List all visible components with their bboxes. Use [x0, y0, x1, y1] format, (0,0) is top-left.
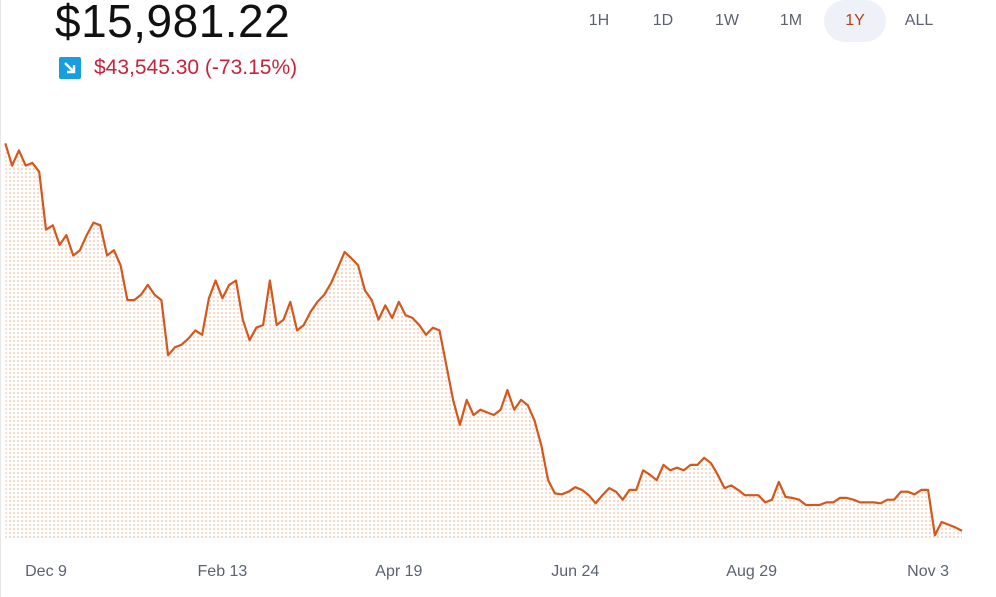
change-row: $43,545.30 (-73.15%)	[59, 56, 297, 80]
range-selector: 1H 1D 1W 1M 1Y ALL	[566, 0, 950, 42]
current-price: $15,981.22	[55, 0, 291, 47]
area-fill	[5, 143, 963, 539]
range-button[interactable]: 1D	[652, 12, 674, 29]
x-tick-label: Nov 3	[907, 563, 949, 580]
price-line	[4, 142, 963, 537]
range-button[interactable]: 1Y	[824, 0, 886, 42]
range-button[interactable]: 1W	[715, 12, 739, 29]
range-button[interactable]: 1M	[779, 12, 803, 29]
x-tick-label: Jun 24	[551, 563, 599, 580]
x-tick-label: Dec 9	[25, 563, 67, 580]
down-arrow-icon	[59, 57, 81, 79]
x-tick-label: Aug 29	[726, 563, 777, 580]
range-button[interactable]: 1H	[588, 12, 610, 29]
x-tick-label: Feb 13	[198, 563, 248, 580]
range-button[interactable]: ALL	[904, 12, 934, 29]
price-change: $43,545.30 (-73.15%)	[94, 56, 298, 79]
x-tick-label: Apr 19	[375, 563, 422, 580]
